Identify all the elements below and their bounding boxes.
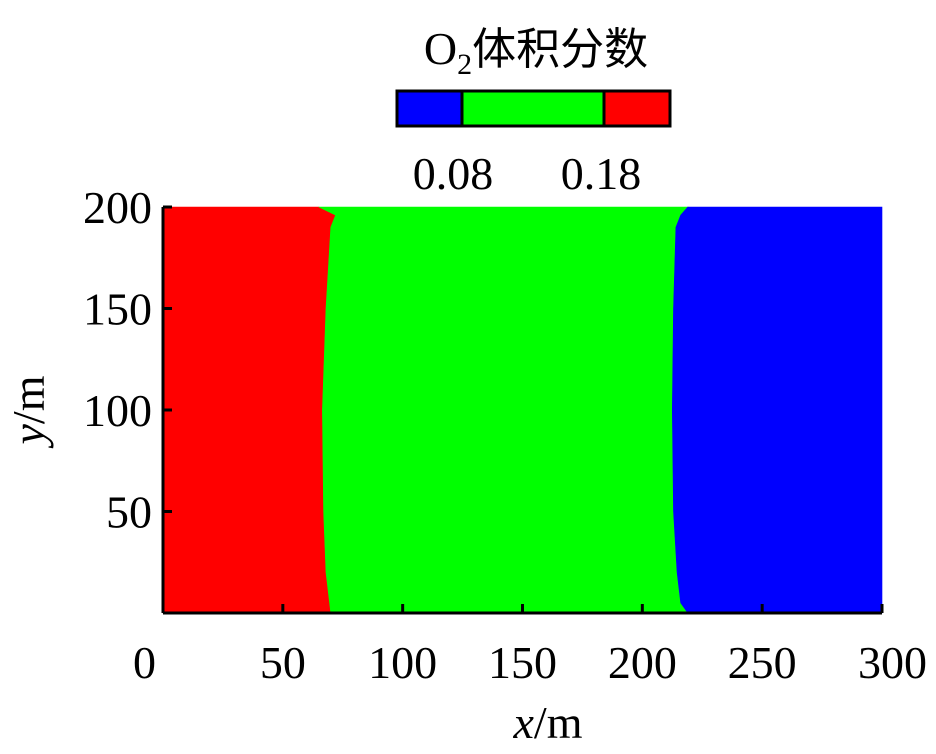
y-axis-label-unit: /m: [3, 375, 54, 424]
x-axis-label: x/m: [513, 697, 583, 748]
colorbar-threshold-label: 0.18: [561, 148, 642, 199]
x-tick-label: 300: [858, 637, 927, 688]
x-tick-label: 50: [260, 637, 306, 688]
y-tick-label: 150: [83, 284, 152, 335]
title-formula-subscript: 2: [457, 48, 472, 81]
region-low: [671, 206, 883, 614]
region-mid: [318, 206, 689, 614]
x-tick-label: 150: [488, 637, 557, 688]
colorbar-frame: [395, 89, 672, 128]
plot-area: [162, 206, 883, 614]
y-tick-label: 50: [106, 487, 152, 538]
y-tick-label: 200: [83, 182, 152, 233]
axes: 0 50 100 150 200 250 300 50 100 150 200: [83, 182, 927, 688]
x-axis-label-var: x: [513, 697, 535, 748]
colorbar-swatch: [462, 91, 604, 126]
colorbar-title: O2体积分数: [424, 23, 648, 81]
y-tick-label: 100: [83, 385, 152, 436]
x-axis-label-unit: /m: [534, 697, 583, 748]
colorbar-threshold-label: 0.08: [413, 148, 494, 199]
y-axis-label: y/m: [3, 375, 54, 448]
y-axis-label-var: y: [3, 423, 54, 448]
x-tick-label: 0: [133, 637, 156, 688]
colorbar-swatch: [397, 91, 462, 126]
x-tick-label: 250: [728, 637, 797, 688]
region-high: [162, 206, 336, 614]
colorbar-swatch: [604, 91, 670, 126]
x-tick-label: 100: [368, 637, 437, 688]
colorbar-legend: 0.08 0.18: [395, 89, 672, 199]
title-text: 体积分数: [472, 24, 648, 75]
x-tick-label: 200: [608, 637, 677, 688]
title-formula-base: O: [424, 23, 457, 74]
